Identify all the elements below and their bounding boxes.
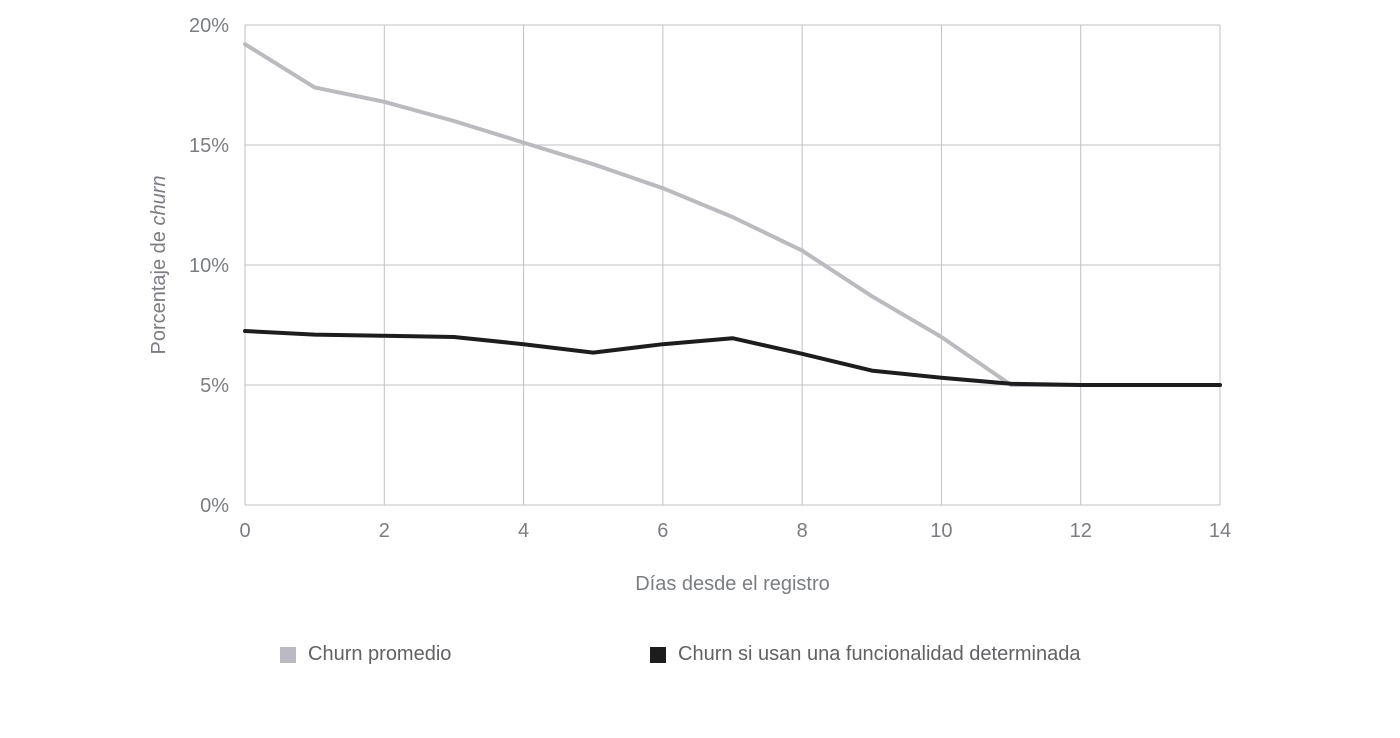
x-tick-label: 4 — [518, 520, 529, 542]
legend-label-funcionalidad: Churn si usan una funcionalidad determin… — [678, 643, 1081, 665]
x-axis-title: Días desde el registro — [635, 573, 830, 595]
x-tick-label: 14 — [1209, 520, 1231, 542]
legend-swatch-funcionalidad — [650, 647, 666, 663]
y-axis-title: Porcentaje de churn — [148, 175, 170, 354]
y-tick-label: 15% — [189, 135, 229, 157]
legend-swatch-promedio — [280, 647, 296, 663]
x-tick-label: 2 — [379, 520, 390, 542]
chart-bg — [0, 0, 1400, 738]
legend-label-promedio: Churn promedio — [308, 643, 451, 665]
x-tick-label: 6 — [657, 520, 668, 542]
x-tick-label: 8 — [797, 520, 808, 542]
y-tick-label: 10% — [189, 255, 229, 277]
y-tick-label: 5% — [200, 375, 229, 397]
x-tick-label: 12 — [1070, 520, 1092, 542]
churn-line-chart: 0 2 4 6 8 10 12 14 0% 5% 10% 15% 20% Días desde el re… — [0, 0, 1400, 738]
y-tick-label: 0% — [200, 495, 229, 517]
y-tick-label: 20% — [189, 15, 229, 37]
chart-svg: 0 2 4 6 8 10 12 14 0% 5% 10% 15% 20% Días desde el re… — [0, 0, 1400, 738]
x-tick-label: 10 — [930, 520, 952, 542]
x-tick-label: 0 — [239, 520, 250, 542]
